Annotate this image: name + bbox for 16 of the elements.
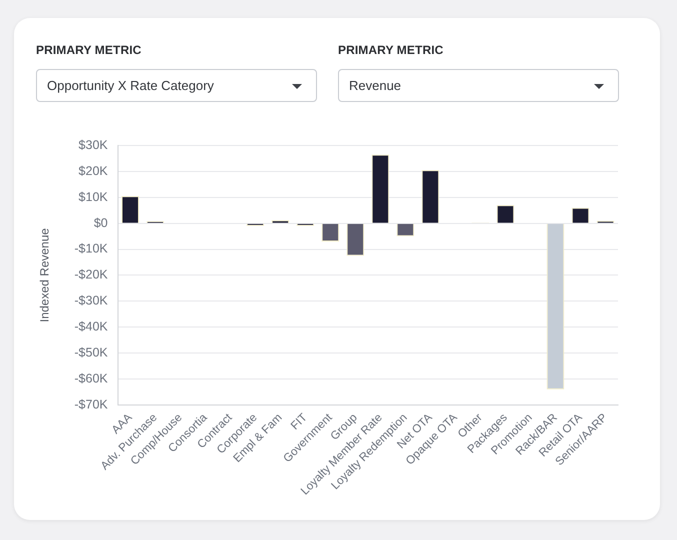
select-field: Opportunity X Rate Category (36, 69, 317, 102)
y-tick-label: -$40K (74, 320, 108, 334)
y-tick-label: -$30K (74, 294, 108, 308)
y-tick-label: -$20K (74, 268, 108, 282)
text: PRIMARY METRIC (338, 42, 444, 58)
text: PRIMARY METRIC (36, 42, 142, 58)
y-tick-label: -$70K (74, 397, 108, 412)
y-tick-label: $10K (78, 190, 108, 204)
y-tick-label: $0 (94, 216, 108, 230)
y-tick-label: -$60K (74, 371, 108, 386)
y-tick-label: $30K (78, 138, 108, 152)
select-field: Revenue (338, 69, 619, 102)
y-axis-title: Indexed Revenue (38, 228, 52, 322)
y-tick-label: -$10K (74, 242, 108, 256)
y-tick-label: -$50K (74, 346, 108, 360)
y-tick-label: $20K (78, 164, 108, 178)
